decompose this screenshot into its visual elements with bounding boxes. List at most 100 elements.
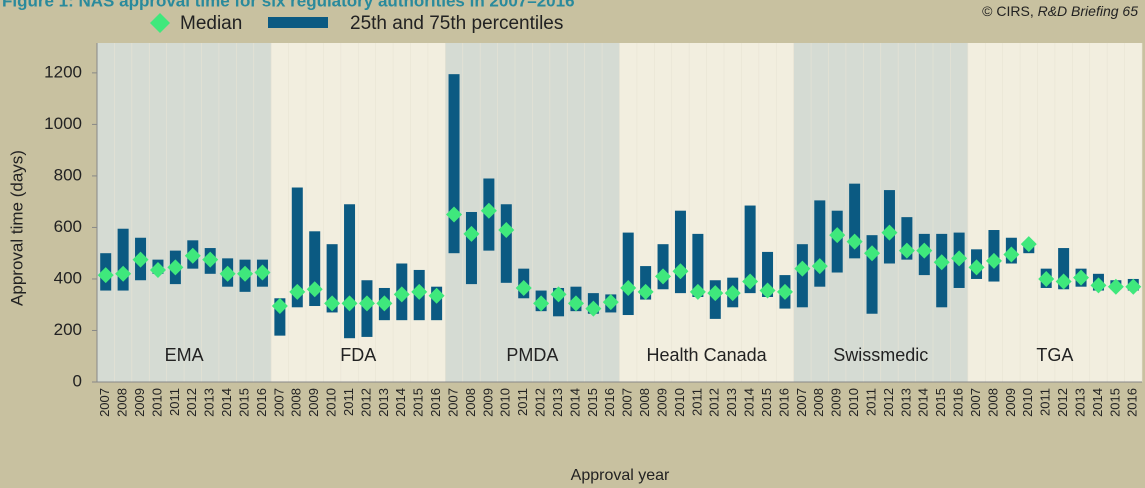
median-marker (811, 258, 828, 275)
x-tick-label: 2013 (202, 388, 217, 417)
percentile-bar (762, 251, 774, 297)
percentile-bar (465, 211, 477, 285)
legend-label: Median (180, 13, 242, 34)
legend-swatch (268, 17, 328, 28)
median-marker (306, 281, 323, 298)
median-marker (324, 295, 341, 312)
percentile-bar (309, 231, 321, 307)
median-marker (411, 283, 428, 300)
median-marker (393, 286, 410, 303)
x-tick-label: 2013 (898, 388, 913, 417)
x-tick-label: 2008 (463, 388, 478, 417)
median-marker (289, 283, 306, 300)
median-marker (97, 267, 114, 284)
median-marker (1073, 269, 1090, 286)
percentile-bar (849, 183, 861, 259)
x-tick-label: 2012 (1055, 388, 1070, 417)
x-tick-label: 2009 (654, 388, 669, 417)
median-marker (759, 282, 776, 299)
median-marker (864, 245, 881, 262)
percentile-bar (640, 266, 652, 300)
x-tick-label: 2008 (985, 388, 1000, 417)
median-marker (202, 251, 219, 268)
x-tick-label: 2015 (933, 388, 948, 417)
x-tick-label: 2015 (585, 388, 600, 417)
x-tick-label: 2012 (358, 388, 373, 417)
x-tick-label: 2007 (968, 388, 983, 417)
x-tick-label: 2014 (916, 388, 931, 417)
x-tick-label: 2011 (863, 388, 878, 416)
x-tick-label: 2015 (759, 388, 774, 417)
median-marker (254, 264, 271, 281)
x-tick-label: 2014 (567, 388, 582, 417)
x-tick-label: 2014 (742, 388, 757, 417)
median-marker (463, 225, 480, 242)
x-tick-label: 2007 (794, 388, 809, 417)
percentile-bar (674, 210, 686, 294)
median-marker (358, 295, 375, 312)
percentile-bar (901, 217, 913, 260)
legend-marker (150, 13, 170, 33)
x-tick-label: 2012 (707, 388, 722, 417)
median-marker (115, 265, 132, 282)
median-marker (968, 259, 985, 276)
median-marker (1055, 273, 1072, 290)
median-marker (1020, 236, 1037, 253)
x-tick-label: 2010 (672, 388, 687, 417)
x-tick-label: 2015 (236, 388, 251, 417)
x-tick-label: 2013 (724, 388, 739, 417)
percentile-bar (866, 235, 878, 314)
median-marker (829, 227, 846, 244)
median-marker (567, 295, 584, 312)
x-tick-label: 2010 (498, 388, 513, 417)
median-marker (480, 202, 497, 219)
median-marker (724, 285, 741, 302)
x-tick-label: 2009 (829, 388, 844, 417)
percentile-bar (117, 228, 129, 291)
median-marker (707, 285, 724, 302)
median-marker (550, 286, 567, 303)
x-tick-label: 2013 (376, 388, 391, 417)
x-tick-label: 2009 (1003, 388, 1018, 417)
median-marker (602, 294, 619, 311)
x-tick-label: 2013 (550, 388, 565, 417)
x-tick-label: 2008 (811, 388, 826, 417)
median-marker (167, 259, 184, 276)
median-marker (498, 222, 515, 239)
median-marker (846, 233, 863, 250)
group-label: TGA (1036, 345, 1073, 365)
y-tick-label: 0 (73, 371, 82, 390)
x-tick-label: 2013 (1072, 388, 1087, 417)
source: R&D Briefing 65 (1038, 3, 1139, 19)
x-tick-label: 2014 (1090, 388, 1105, 417)
x-tick-label: 2008 (289, 388, 304, 417)
percentile-bar (692, 233, 704, 297)
x-tick-label: 2016 (1125, 388, 1140, 417)
median-marker (446, 206, 463, 223)
x-tick-label: 2010 (1020, 388, 1035, 417)
percentile-bar (344, 204, 356, 339)
median-marker (149, 261, 166, 278)
percentile-bar (814, 200, 826, 287)
x-tick-label: 2016 (602, 388, 617, 417)
median-marker (672, 263, 689, 280)
x-tick-label: 2016 (951, 388, 966, 417)
x-tick-label: 2011 (341, 388, 356, 416)
median-marker (341, 295, 358, 312)
group-label: PMDA (506, 345, 558, 365)
x-tick-label: 2007 (620, 388, 635, 417)
x-tick-label: 2012 (184, 388, 199, 417)
x-tick-label: 2016 (254, 388, 269, 417)
median-marker (515, 279, 532, 296)
median-marker (898, 242, 915, 259)
x-tick-label: 2008 (115, 388, 130, 417)
percentile-bar (291, 187, 303, 308)
group-label: FDA (340, 345, 376, 365)
median-marker (1090, 277, 1107, 294)
chart-title: Figure 1: NAS approval time for six regu… (2, 0, 575, 10)
percentile-bar (622, 232, 634, 316)
median-marker (689, 283, 706, 300)
percentile-bar (1058, 248, 1070, 290)
y-tick-label: 1000 (44, 114, 82, 133)
